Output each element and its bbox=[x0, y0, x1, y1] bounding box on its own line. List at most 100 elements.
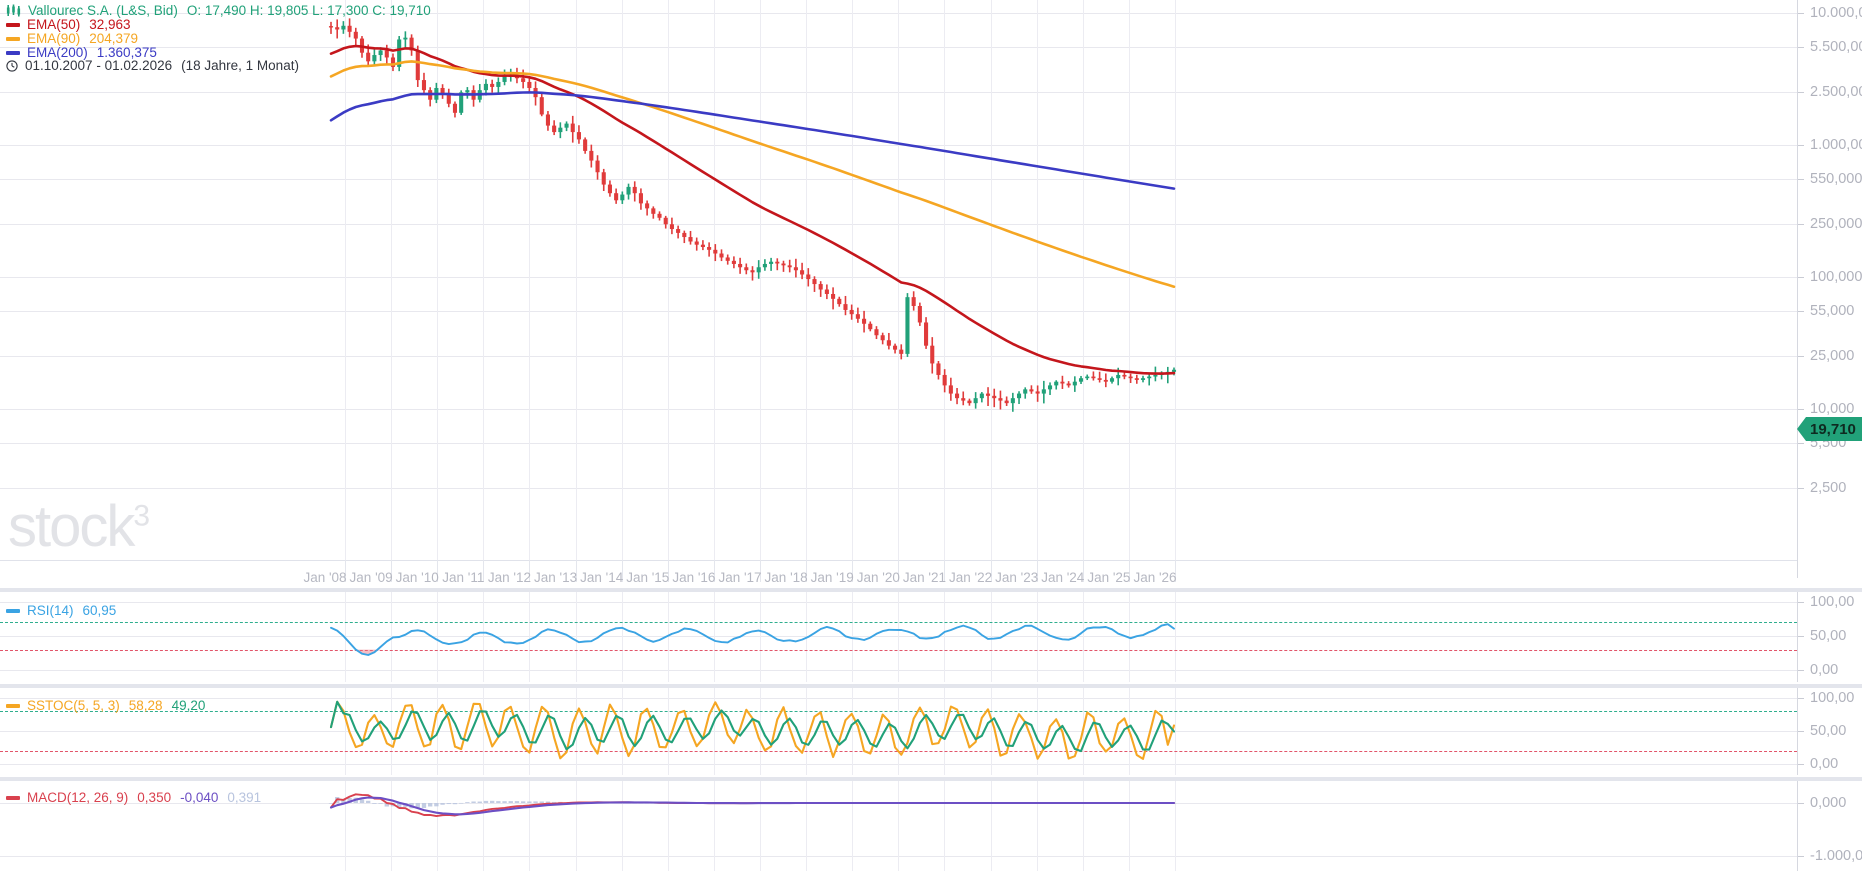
price-axis-label: 2.500,000 bbox=[1810, 84, 1862, 101]
indicator-vertical-gridline bbox=[483, 688, 485, 775]
candle-body bbox=[1023, 389, 1028, 394]
indicator-vertical-gridline bbox=[760, 688, 761, 775]
indicator-vertical-gridline bbox=[898, 592, 900, 682]
candle-body bbox=[862, 318, 867, 324]
candle-body bbox=[583, 139, 588, 151]
macd-vertical-gridline bbox=[345, 781, 346, 871]
x-axis-tick bbox=[806, 560, 808, 582]
indicator-axis-label: 50,00 bbox=[1810, 722, 1847, 739]
macd-axis-spine bbox=[1797, 781, 1798, 871]
last-price-tag: 19,710 bbox=[1797, 417, 1862, 441]
candle-body bbox=[707, 247, 712, 250]
candle-body bbox=[998, 398, 1003, 401]
macd-histogram-bar bbox=[359, 799, 365, 803]
price-vertical-gridline bbox=[529, 0, 531, 560]
x-axis-tick bbox=[575, 560, 577, 582]
legend-ema90[interactable]: EMA(90) 204,379 bbox=[6, 32, 147, 46]
macd-histogram-bar bbox=[347, 797, 352, 803]
symbol-legend[interactable]: Vallourec S.A. (L&S, Bid) O: 17,490 H: 1… bbox=[6, 4, 440, 18]
indicator-vertical-gridline bbox=[852, 592, 854, 682]
date-range-legend[interactable]: 01.10.2007 - 01.02.2026 (18 Jahre, 1 Mon… bbox=[6, 59, 308, 73]
price-pane[interactable]: 10.000,000 5.500,000 2.500,000 1.000,000 550… bbox=[0, 0, 1862, 578]
rsi-color-swatch bbox=[6, 609, 20, 613]
price-axis-label: 2,500 bbox=[1810, 479, 1847, 496]
indicator-vertical-gridline bbox=[898, 688, 900, 775]
watermark-text: stock bbox=[8, 494, 135, 559]
price-vertical-gridline bbox=[391, 0, 393, 560]
macd-value-0: 0,350 bbox=[137, 790, 172, 805]
candle-body bbox=[452, 103, 458, 113]
stochastic-pane[interactable]: 100,00 50,00 0,00 bbox=[0, 688, 1862, 775]
candle-body bbox=[781, 263, 786, 266]
macd-histogram-bar bbox=[539, 801, 544, 803]
macd-vertical-gridline bbox=[806, 781, 808, 871]
indicator-axis-tick bbox=[1797, 602, 1804, 603]
x-axis-tick bbox=[483, 560, 485, 582]
ema200-label: EMA(200) bbox=[27, 45, 88, 60]
indicator-vertical-gridline bbox=[667, 688, 669, 775]
candle-body bbox=[886, 340, 891, 346]
candle-body bbox=[632, 186, 637, 194]
x-axis-label: Jan '25 bbox=[1087, 570, 1131, 585]
price-axis-label: 1.000,000 bbox=[1810, 136, 1862, 153]
candle-body bbox=[694, 241, 699, 245]
x-axis-label: Jan '11 bbox=[442, 570, 485, 585]
indicator-vertical-gridline bbox=[944, 592, 946, 682]
price-axis-tick bbox=[1797, 442, 1804, 444]
rsi-pane[interactable]: 100,00 50,00 0,00 bbox=[0, 592, 1862, 682]
candle-body bbox=[1134, 378, 1139, 380]
macd-vertical-gridline bbox=[667, 781, 669, 871]
legend-ema50[interactable]: EMA(50) 32,963 bbox=[6, 18, 140, 32]
candle-body bbox=[762, 263, 767, 268]
candle-body bbox=[775, 261, 780, 264]
candle-body bbox=[1153, 374, 1158, 377]
macd-histogram-bar bbox=[520, 801, 526, 803]
macd-label: MACD(12, 26, 9) bbox=[27, 790, 129, 805]
indicator-vertical-gridline bbox=[852, 688, 854, 775]
macd-histogram-bar bbox=[458, 802, 464, 804]
candle-body bbox=[837, 298, 842, 305]
legend-macd[interactable]: MACD(12, 26, 9) 0,350 -0,040 0,391 bbox=[6, 791, 270, 805]
rsi-label: RSI(14) bbox=[27, 603, 74, 618]
x-axis-label: Jan '15 bbox=[626, 570, 670, 585]
indicator-vertical-gridline bbox=[437, 592, 439, 682]
rsi-value-0: 60,95 bbox=[82, 603, 117, 618]
candle-body bbox=[626, 186, 631, 195]
legend-rsi[interactable]: RSI(14) 60,95 bbox=[6, 604, 125, 618]
x-axis-label: Jan '26 bbox=[1133, 570, 1177, 585]
indicator-vertical-gridline bbox=[990, 688, 992, 775]
indicator-vertical-gridline bbox=[575, 592, 577, 682]
candle-body bbox=[651, 208, 656, 214]
x-axis-label: Jan '12 bbox=[487, 570, 531, 585]
candle-body bbox=[930, 345, 935, 364]
clock-icon bbox=[6, 60, 18, 72]
candle-body bbox=[992, 395, 997, 399]
ema200-color-swatch bbox=[6, 51, 20, 55]
price-axis-tick bbox=[1797, 408, 1804, 410]
x-axis-tick bbox=[667, 560, 669, 582]
ema90-label: EMA(90) bbox=[27, 31, 81, 46]
candle-body bbox=[855, 314, 860, 319]
candle-body bbox=[353, 31, 358, 39]
legend-ema200[interactable]: EMA(200) 1.360,375 bbox=[6, 46, 166, 60]
legend-stochastic[interactable]: SSTOC(5, 5, 3) 58,28 49,20 bbox=[6, 699, 214, 713]
ema90-value: 204,379 bbox=[89, 31, 139, 46]
price-vertical-gridline bbox=[667, 0, 669, 560]
candle-body bbox=[979, 393, 984, 399]
price-axis-label: 5.500,000 bbox=[1810, 38, 1862, 55]
x-axis-tick bbox=[852, 560, 854, 582]
macd-histogram-bar bbox=[514, 801, 520, 803]
macd-vertical-gridline bbox=[621, 781, 623, 871]
stochastic-series-canvas bbox=[329, 700, 1176, 760]
candle-body bbox=[787, 265, 792, 268]
indicator-axis-tick bbox=[1797, 764, 1804, 765]
candle-body bbox=[893, 345, 898, 350]
candle-body bbox=[601, 172, 606, 185]
indicator-vertical-gridline bbox=[621, 592, 623, 682]
candle-body bbox=[948, 385, 953, 394]
macd-pane[interactable]: 0,000 -1.000,000 bbox=[0, 781, 1862, 871]
indicator-axis-tick bbox=[1797, 670, 1804, 671]
price-vertical-gridline bbox=[345, 0, 346, 560]
candle-body bbox=[731, 260, 736, 264]
